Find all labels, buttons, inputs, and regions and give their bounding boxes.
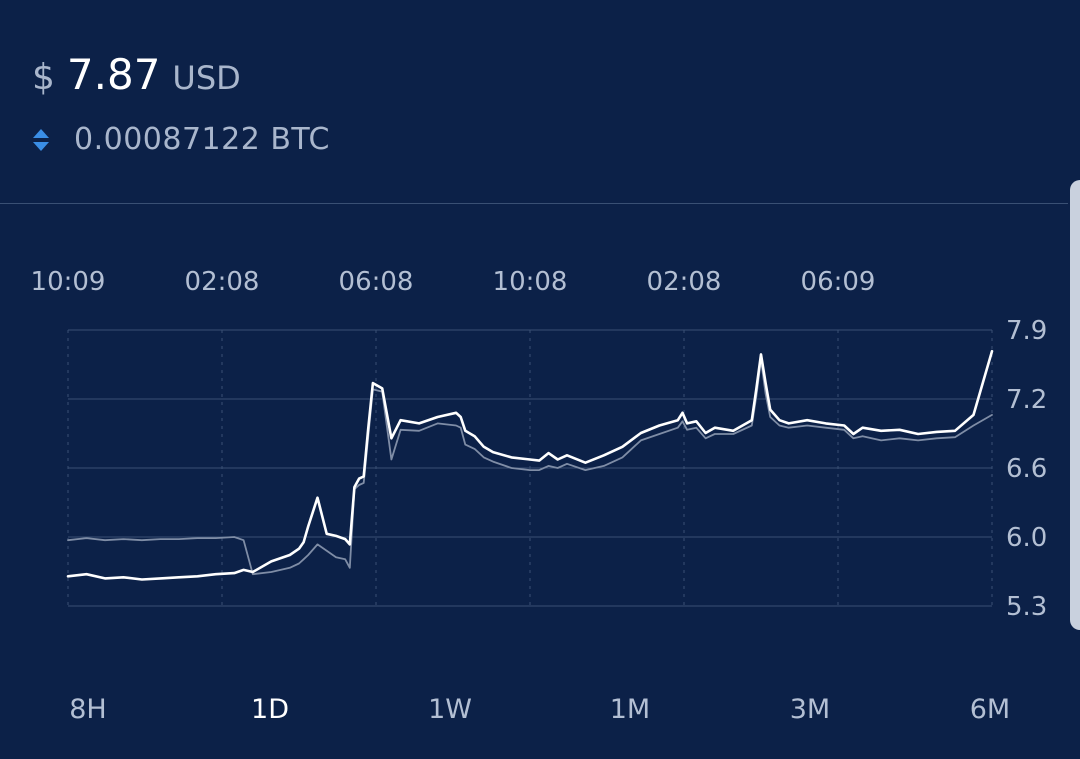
range-button-1w[interactable]: 1W bbox=[428, 694, 472, 725]
price-value: 7.87 bbox=[66, 50, 161, 99]
x-tick-label: 10:09 bbox=[31, 267, 106, 297]
x-tick-label: 06:09 bbox=[801, 267, 876, 297]
y-tick-label: 6.0 bbox=[1006, 523, 1047, 553]
range-button-8h[interactable]: 8H bbox=[69, 694, 107, 725]
x-tick-label: 10:08 bbox=[493, 267, 568, 297]
btc-conversion[interactable]: 0.00087122 BTC bbox=[32, 122, 330, 157]
scroll-handle[interactable] bbox=[1070, 180, 1080, 630]
chart-grid bbox=[67, 329, 993, 607]
swap-vertical-icon[interactable] bbox=[32, 127, 50, 153]
series-line-secondary bbox=[67, 358, 993, 576]
range-button-6m[interactable]: 6M bbox=[969, 694, 1011, 725]
y-tick-label: 7.9 bbox=[1006, 316, 1047, 346]
currency-symbol: $ bbox=[32, 57, 55, 98]
y-tick-labels: 7.9 7.2 6.6 6.0 5.3 bbox=[1006, 316, 1047, 622]
range-selector: 8H 1D 1W 1M 3M 6M bbox=[0, 690, 1080, 736]
y-tick-label: 5.3 bbox=[1006, 592, 1047, 622]
x-tick-label: 02:08 bbox=[185, 267, 260, 297]
chart-series bbox=[66, 349, 994, 581]
btc-value: 0.00087122 BTC bbox=[74, 122, 330, 157]
x-tick-label: 02:08 bbox=[647, 267, 722, 297]
currency-code: USD bbox=[172, 59, 241, 97]
range-button-1m[interactable]: 1M bbox=[609, 694, 651, 725]
x-tick-label: 06:08 bbox=[339, 267, 414, 297]
price-display: $ 7.87 USD bbox=[32, 50, 241, 99]
y-tick-label: 7.2 bbox=[1006, 385, 1047, 415]
series-line-primary bbox=[66, 349, 994, 581]
range-button-1d[interactable]: 1D bbox=[251, 694, 289, 725]
y-tick-label: 6.6 bbox=[1006, 454, 1047, 484]
range-button-3m[interactable]: 3M bbox=[789, 694, 831, 725]
header-divider bbox=[0, 203, 1068, 204]
x-tick-labels: 10:09 02:08 06:08 10:08 02:08 06:09 bbox=[31, 267, 876, 297]
